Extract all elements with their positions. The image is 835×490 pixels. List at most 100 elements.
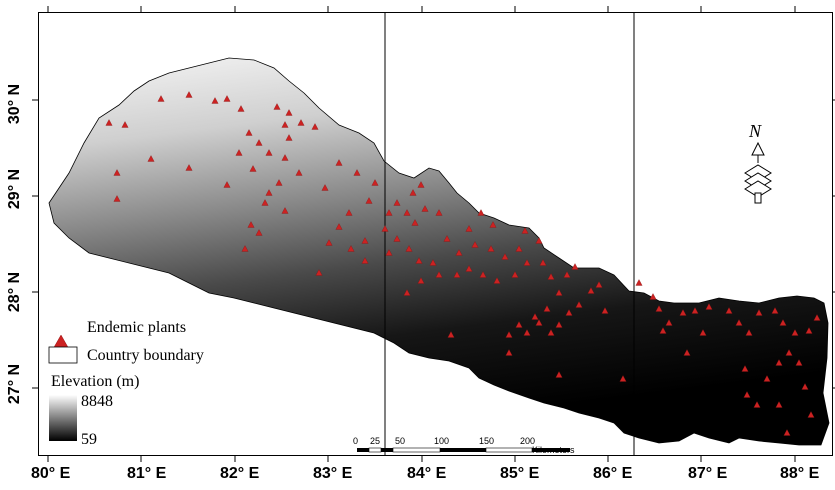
scale-tick-0: 0 [353,436,359,446]
endemic-plant-marker [665,319,673,326]
endemic-plant-marker [285,134,293,141]
scale-tick-150: 150 [479,436,495,446]
endemic-plant-marker [479,271,487,278]
endemic-plant-marker [543,305,551,312]
endemic-plant-marker [547,329,555,336]
endemic-plant-marker [345,209,353,216]
endemic-plant-marker [157,95,165,102]
endemic-plant-marker [249,165,257,172]
endemic-plant-marker [255,229,263,236]
legend-elevation-max: 8848 [81,393,113,410]
endemic-plant-marker [211,97,219,104]
endemic-plant-marker [393,235,401,242]
endemic-plant-marker [555,321,563,328]
endemic-plant-marker [285,109,293,116]
endemic-plant-marker [273,103,281,110]
lon-label-88: 88° E [780,465,820,482]
endemic-plant-marker [235,149,243,156]
endemic-plant-marker [493,277,501,284]
legend-elevation-title: Elevation (m) [51,373,140,390]
endemic-plant-marker [783,429,791,436]
scale-unit: Kilometers [532,445,575,455]
endemic-plant-marker [771,307,779,314]
lon-label-87: 87° E [688,465,728,482]
endemic-plant-marker [813,314,821,321]
endemic-plant-marker [595,281,603,288]
endemic-plant-marker [113,169,121,176]
lon-label-84: 84° E [407,465,447,482]
lon-label-86: 86° E [593,465,633,482]
endemic-plant-marker [121,121,129,128]
endemic-plant-marker [539,259,547,266]
lon-label-80: 80° E [31,465,71,482]
endemic-plant-marker [487,245,495,252]
endemic-plant-marker [725,307,733,314]
endemic-plant-marker [659,327,667,334]
endemic-plant-marker [245,129,253,136]
endemic-plant-marker [403,209,411,216]
endemic-plant-marker [435,209,443,216]
map-canvas [48,13,830,455]
country-boundary-shape [48,57,830,446]
endemic-plant-marker [565,309,573,316]
endemic-plant-marker [511,271,519,278]
legend-endemic-label: Endemic plants [87,319,187,336]
endemic-plant-marker [649,293,657,300]
endemic-plant-marker [455,249,463,256]
endemic-plant-marker [185,164,193,171]
lat-label-28: 28° N [6,271,24,313]
endemic-plant-marker [361,257,369,264]
endemic-plant-marker [429,259,437,266]
endemic-plant-marker [555,371,563,378]
endemic-plant-marker [471,241,479,248]
endemic-plant-marker [453,271,461,278]
endemic-plant-marker [409,189,417,196]
legend-elevation-min: 59 [81,431,97,448]
endemic-plant-marker [311,123,319,130]
endemic-plant-marker [281,154,289,161]
endemic-plant-marker [791,329,799,336]
endemic-plant-marker [421,205,429,212]
endemic-plant-marker [281,207,289,214]
endemic-plant-marker [515,245,523,252]
endemic-plant-marker [237,105,245,112]
endemic-plant-marker [447,331,455,338]
endemic-plant-marker [361,237,369,244]
north-arrow-icon [744,141,772,204]
endemic-plant-marker [255,139,263,146]
endemic-plant-marker [315,269,323,276]
lon-label-83: 83° E [313,465,353,482]
endemic-plant-marker [523,329,531,336]
scale-tick-50: 50 [395,436,406,446]
endemic-plant-marker [555,289,563,296]
lon-label-85: 85° E [500,465,540,482]
endemic-plant-marker [755,309,763,316]
scale-bar [357,447,570,453]
endemic-plant-marker [275,179,283,186]
endemic-plant-marker [635,279,643,286]
endemic-plant-marker [385,209,393,216]
endemic-plant-marker [699,329,707,336]
lat-label-27: 27° N [6,363,24,405]
scale-tick-25: 25 [370,436,381,446]
endemic-plant-marker [435,271,443,278]
endemic-plant-marker [571,263,579,270]
endemic-plant-marker [241,245,249,252]
endemic-plant-marker [691,307,699,314]
endemic-plant-marker [281,121,289,128]
endemic-plant-marker [247,221,255,228]
map-frame: Endemic plants Country boundary Elevatio… [38,12,833,456]
endemic-plant-marker [801,383,809,390]
lat-label-29: 29° N [6,168,24,210]
endemic-plant-marker [743,391,751,398]
endemic-plant-marker [745,329,753,336]
endemic-plant-marker [619,375,627,382]
endemic-plant-marker [531,313,539,320]
endemic-plant-marker [563,271,571,278]
endemic-plant-marker [785,349,793,356]
endemic-plant-marker [775,401,783,408]
endemic-plant-marker [575,301,583,308]
endemic-plant-marker [655,305,663,312]
endemic-plant-marker [805,327,813,334]
scale-tick-200: 200 [520,436,536,446]
